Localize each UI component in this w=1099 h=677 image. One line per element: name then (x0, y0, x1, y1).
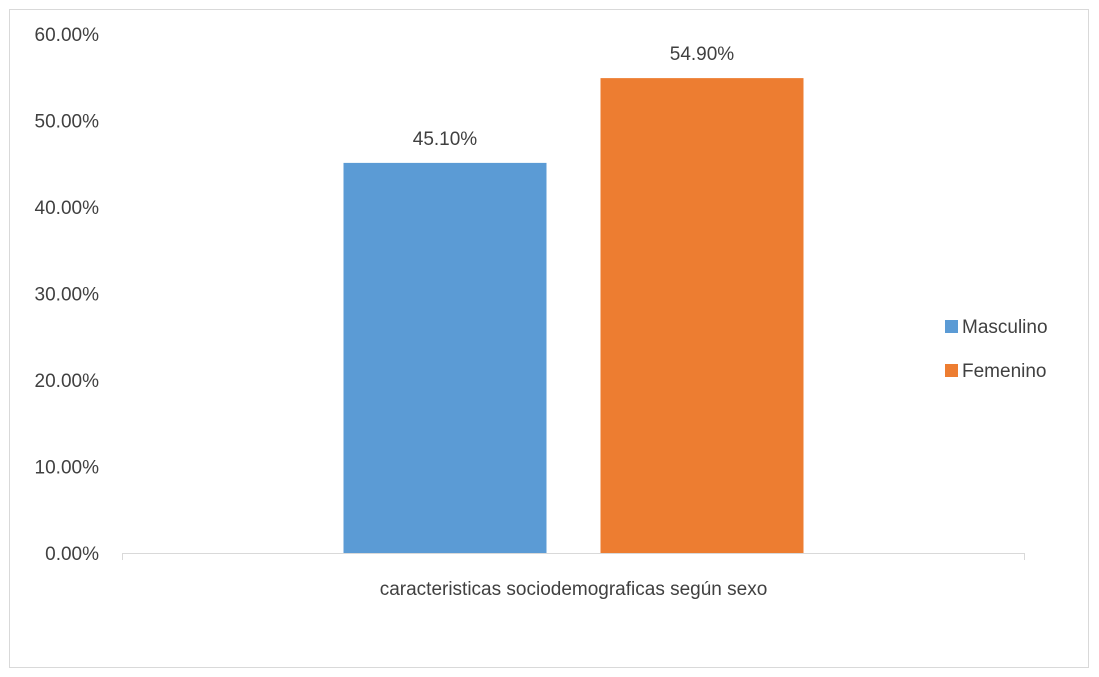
y-tick-label: 20.00% (35, 371, 100, 392)
legend: Masculino Femenino (945, 317, 1048, 382)
y-tick-label: 30.00% (35, 285, 100, 306)
bar-masculino (343, 162, 547, 553)
legend-swatch-masculino (945, 320, 958, 333)
data-labels: 45.10% 54.90% (413, 44, 735, 150)
y-tick-label: 60.00% (35, 25, 100, 46)
bar-chart: 0.00% 10.00% 20.00% 30.00% 40.00% 50.00% 60.00… (35, 25, 1048, 600)
legend-label-masculino: Masculino (962, 317, 1048, 338)
data-label-masculino: 45.10% (413, 129, 478, 150)
chart-frame: 0.00% 10.00% 20.00% 30.00% 40.00% 50.00% 60.00… (9, 9, 1089, 668)
legend-swatch-femenino (945, 364, 958, 377)
bar-series (343, 78, 804, 554)
x-category-label: caracteristicas sociodemograficas según … (380, 579, 768, 600)
y-tick-label: 50.00% (35, 112, 100, 133)
legend-label-femenino: Femenino (962, 361, 1047, 382)
bar-femenino (600, 78, 804, 554)
y-tick-label: 10.00% (35, 458, 100, 479)
y-tick-label: 0.00% (45, 544, 99, 565)
y-axis-ticks: 0.00% 10.00% 20.00% 30.00% 40.00% 50.00% 60.00… (35, 25, 100, 565)
data-label-femenino: 54.90% (670, 44, 735, 65)
y-tick-label: 40.00% (35, 198, 100, 219)
